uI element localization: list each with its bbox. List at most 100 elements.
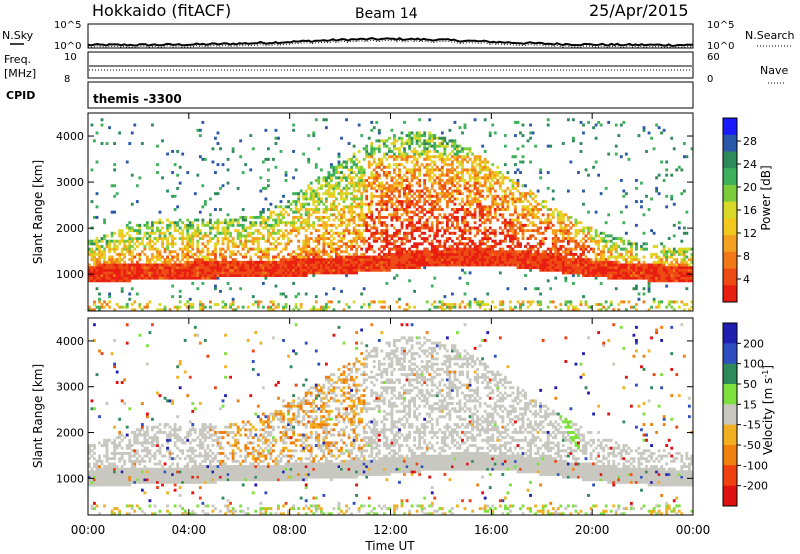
heatmap-cell: [382, 184, 386, 188]
heatmap-cell: [385, 165, 389, 169]
heatmap-cell: [113, 247, 117, 251]
heatmap-cell: [317, 210, 321, 214]
heatmap-cell: [420, 208, 424, 211]
heatmap-cell: [536, 303, 540, 307]
heatmap-cell: [345, 258, 348, 262]
heatmap-cell: [108, 250, 111, 254]
heatmap-cell: [322, 237, 326, 241]
heatmap-cell: [186, 245, 190, 248]
heatmap-cell: [365, 202, 369, 206]
heatmap-cell: [332, 247, 336, 251]
heatmap-cell: [158, 210, 162, 214]
heatmap-cell: [166, 276, 169, 280]
heatmap-cell: [206, 239, 210, 243]
heatmap-cell: [183, 252, 187, 256]
heatmap-cell: [254, 237, 258, 241]
heatmap-cell: [287, 260, 290, 264]
heatmap-cell: [362, 181, 366, 185]
heatmap-cell: [357, 186, 361, 190]
heatmap-cell: [546, 252, 550, 256]
heatmap-cell: [178, 165, 182, 169]
heatmap-cell: [309, 186, 313, 190]
heatmap-cell: [498, 250, 502, 254]
heatmap-cell: [196, 247, 200, 251]
heatmap-cell: [294, 263, 298, 267]
heatmap-cell: [229, 268, 232, 272]
heatmap-cell: [375, 258, 379, 262]
heatmap-cell: [478, 210, 482, 214]
heatmap-cell: [461, 197, 464, 201]
heatmap-cell: [377, 215, 381, 219]
heatmap-cell: [448, 252, 452, 256]
heatmap-cell: [256, 215, 260, 219]
heatmap-cell: [319, 200, 323, 204]
heatmap-cell: [269, 242, 273, 246]
heatmap-cell: [453, 144, 457, 148]
heatmap-cell: [367, 255, 371, 259]
heatmap-cell: [282, 260, 285, 264]
heatmap-cell: [531, 247, 535, 251]
heatmap-cell: [133, 308, 137, 312]
heatmap-cell: [95, 271, 99, 275]
heatmap-cell: [370, 247, 374, 251]
heatmap-cell: [521, 184, 525, 188]
heatmap-cell: [360, 168, 364, 172]
heatmap-cell: [476, 157, 480, 161]
heatmap-cell: [438, 239, 442, 243]
heatmap-cell: [163, 263, 167, 267]
heatmap-cell: [145, 263, 149, 267]
heatmap-cell: [541, 260, 545, 264]
heatmap-cell: [425, 237, 429, 241]
heatmap-cell: [340, 176, 343, 180]
heatmap-cell: [413, 255, 417, 259]
heatmap-cell: [327, 252, 331, 256]
nave-label: Nave: [760, 64, 788, 77]
heatmap-cell: [156, 255, 159, 259]
heatmap-cell: [488, 173, 492, 177]
heatmap-cell: [554, 250, 558, 254]
heatmap-cell: [458, 234, 462, 238]
heatmap-cell: [130, 268, 134, 272]
heatmap-cell: [602, 260, 606, 264]
heatmap-cell: [350, 181, 353, 185]
heatmap-cell: [438, 142, 442, 145]
heatmap-cell: [471, 200, 474, 204]
heatmap-cell: [508, 245, 512, 248]
heatmap-cell: [541, 205, 545, 209]
heatmap-cell: [400, 255, 404, 259]
heatmap-cell: [254, 271, 258, 275]
heatmap-cell: [423, 147, 427, 151]
heatmap-cell: [599, 237, 603, 241]
heatmap-cell: [519, 305, 522, 309]
heatmap-cell: [307, 226, 311, 230]
heatmap-cell: [340, 194, 343, 198]
heatmap-cell: [191, 223, 195, 227]
heatmap-cell: [319, 218, 323, 222]
heatmap-cell: [108, 245, 111, 248]
heatmap-cell: [443, 295, 447, 299]
heatmap-cell: [209, 252, 212, 256]
heatmap-cell: [274, 305, 278, 309]
heatmap-cell: [186, 223, 190, 227]
heatmap-cell: [430, 260, 434, 264]
heatmap-cell: [372, 149, 376, 153]
heatmap-cell: [456, 165, 459, 169]
heatmap-cell: [148, 300, 152, 304]
heatmap-cell: [269, 268, 273, 272]
heatmap-cell: [473, 250, 477, 254]
heatmap-cell: [352, 255, 356, 259]
heatmap-cell: [342, 200, 346, 204]
heatmap-cell: [556, 218, 560, 222]
heatmap-cell: [196, 276, 200, 280]
heatmap-cell: [269, 247, 273, 251]
heatmap-cell: [103, 252, 106, 256]
heatmap-cell: [100, 123, 104, 127]
heatmap-cell: [403, 189, 406, 193]
heatmap-cell: [622, 300, 626, 304]
heatmap-cell: [463, 245, 467, 248]
heatmap-cell: [93, 308, 96, 312]
heatmap-cell: [486, 213, 490, 217]
heatmap-cell: [191, 221, 195, 225]
heatmap-cell: [461, 300, 464, 304]
heatmap-cell: [292, 215, 296, 219]
